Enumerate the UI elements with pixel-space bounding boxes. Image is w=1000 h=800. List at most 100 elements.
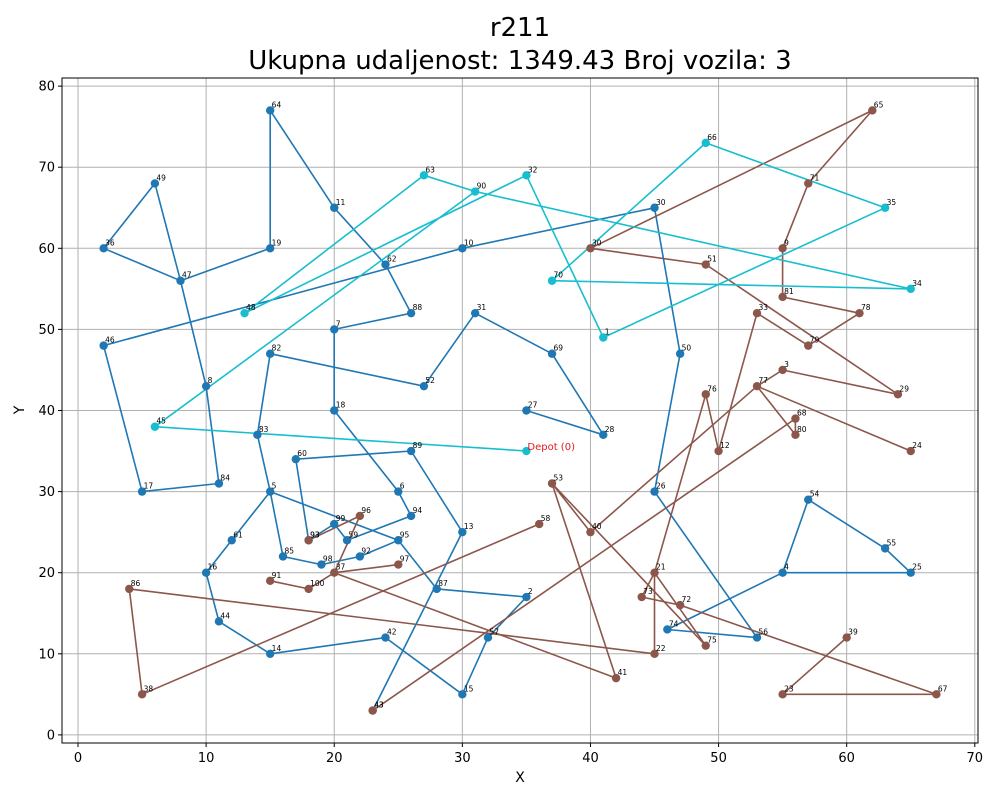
route-point <box>406 446 416 456</box>
route-point <box>355 511 365 521</box>
point-id-label: 12 <box>720 441 730 450</box>
point-id-label: 93 <box>310 530 320 539</box>
route-point <box>253 430 262 440</box>
point-id-label: 65 <box>874 100 884 109</box>
route-point <box>842 633 851 642</box>
point-id-label: 5 <box>272 482 277 491</box>
route-point <box>458 527 467 537</box>
point-id-label: 18 <box>336 401 346 410</box>
route-point <box>330 568 339 577</box>
route-point <box>394 560 403 569</box>
point-id-label: 76 <box>707 384 717 393</box>
point-id-label: 69 <box>554 344 564 353</box>
point-id-label: 39 <box>848 628 858 637</box>
route-point <box>419 381 429 391</box>
point-id-label: 86 <box>131 579 141 588</box>
point-id-label: 48 <box>246 303 256 312</box>
point-id-label: 96 <box>361 506 371 515</box>
point-id-label: 16 <box>208 563 218 572</box>
route-point <box>368 706 377 715</box>
route-point <box>330 519 339 529</box>
route-point <box>330 203 339 212</box>
point-id-label: 30 <box>592 238 602 247</box>
route-point <box>804 179 813 188</box>
point-id-label: 11 <box>336 198 346 207</box>
route-point <box>650 487 659 496</box>
route-point <box>458 690 467 699</box>
point-id-label: 24 <box>912 441 922 450</box>
route-point <box>406 511 416 521</box>
x-tick-label: 40 <box>582 751 599 766</box>
point-id-label: 97 <box>400 555 410 564</box>
point-id-label: 23 <box>784 684 794 693</box>
point-id-label: 42 <box>387 628 397 637</box>
point-id-label: 88 <box>413 303 423 312</box>
route-point <box>176 276 185 285</box>
route-point <box>522 446 531 456</box>
route-point <box>778 690 787 699</box>
route-point <box>791 430 800 440</box>
point-id-label: 75 <box>707 636 717 645</box>
route-point <box>752 308 762 318</box>
point-id-label: 13 <box>464 522 474 531</box>
point-id-label: 50 <box>682 344 692 353</box>
route-point <box>394 536 403 545</box>
point-id-label: 98 <box>323 555 333 564</box>
point-id-label: 95 <box>400 530 410 539</box>
point-id-label: 84 <box>220 473 230 482</box>
route-point <box>547 276 557 285</box>
point-id-label: 91 <box>272 571 282 580</box>
depot-label: Depot (0) <box>527 442 575 453</box>
point-id-label: 94 <box>413 506 423 515</box>
route-point <box>701 138 710 148</box>
point-id-label: 63 <box>425 165 435 174</box>
route-point <box>342 536 352 545</box>
point-id-label: 21 <box>656 563 666 572</box>
route-point <box>125 584 134 594</box>
point-id-label: 71 <box>810 173 820 182</box>
point-id-label: 29 <box>899 384 909 393</box>
route-point <box>701 260 710 269</box>
y-tick-label: 0 <box>47 728 55 743</box>
point-id-label: 34 <box>912 279 922 288</box>
grid-lines <box>62 78 978 743</box>
route-point <box>906 568 915 577</box>
route-point <box>791 414 800 423</box>
point-id-label: 27 <box>528 401 538 410</box>
point-id-label: 9 <box>784 238 789 247</box>
route-point <box>586 527 595 537</box>
route-point <box>214 617 224 626</box>
point-id-label: 62 <box>387 255 397 264</box>
route-point <box>265 349 275 358</box>
x-tick-label: 0 <box>74 751 82 766</box>
route-point <box>599 333 608 342</box>
route-point <box>150 422 160 431</box>
point-id-label: 2 <box>528 587 533 596</box>
point-id-label: 83 <box>259 425 269 434</box>
route-point <box>470 308 480 318</box>
route-line <box>653 207 912 639</box>
route-point <box>458 244 467 253</box>
point-id-label: 80 <box>797 425 807 434</box>
point-id-label: 78 <box>861 303 871 312</box>
route-point <box>483 633 493 642</box>
route-point <box>150 179 160 188</box>
route-point <box>432 584 441 594</box>
point-id-label: 67 <box>938 684 948 693</box>
point-id-label: 87 <box>438 579 448 588</box>
point-id-label: 85 <box>284 546 294 555</box>
route-point <box>240 308 249 318</box>
route-point <box>547 349 557 358</box>
route-point <box>201 381 211 391</box>
route-point <box>406 308 416 318</box>
point-id-label: 37 <box>336 563 346 572</box>
route-point <box>470 187 480 196</box>
route-point <box>906 446 915 456</box>
route-point <box>381 260 390 269</box>
x-tick-label: 60 <box>838 751 855 766</box>
point-id-label: 45 <box>156 417 166 426</box>
route-point <box>804 495 813 504</box>
route-line <box>270 563 399 590</box>
route-point <box>265 487 275 496</box>
